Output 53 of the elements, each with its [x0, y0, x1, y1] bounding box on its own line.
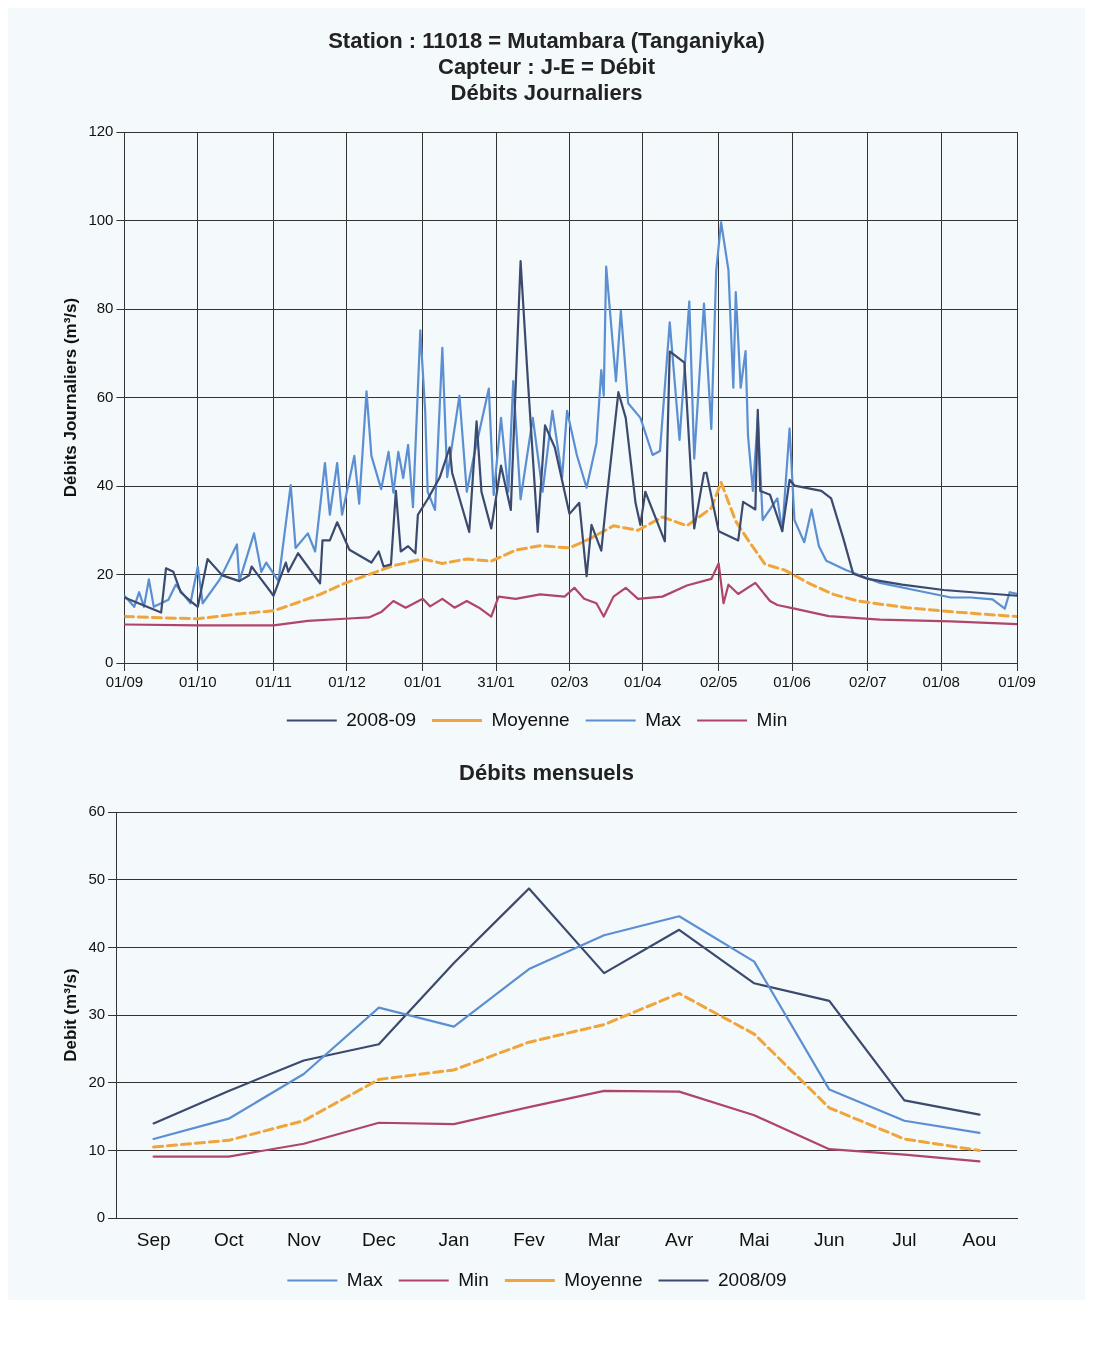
- x-tick-label: 02/03: [550, 673, 588, 691]
- y-tick-label: 100: [87, 210, 113, 228]
- y-tick-label: 20: [87, 1072, 105, 1090]
- x-tick-label: Sep: [136, 1228, 171, 1250]
- x-tick-label: Nov: [286, 1228, 321, 1250]
- chart-title: Débits mensuels: [458, 760, 635, 786]
- legend-label: Max: [346, 1268, 383, 1290]
- y-tick-label: 20: [96, 564, 113, 582]
- x-tick-label: Oct: [213, 1228, 244, 1250]
- y-tick-label: 60: [96, 387, 113, 405]
- x-tick-label: Dec: [361, 1228, 396, 1250]
- y-tick-label: 0: [96, 1208, 105, 1226]
- x-tick-label: Fev: [512, 1228, 545, 1250]
- legend-label: Moyenne: [563, 1268, 643, 1290]
- x-tick-label: Avr: [664, 1228, 694, 1250]
- x-tick-label: 01/08: [921, 673, 960, 691]
- y-tick-label: 80: [96, 299, 113, 317]
- y-tick-label: 120: [87, 122, 113, 140]
- legend-label: 2008/09: [717, 1268, 787, 1290]
- x-tick-label: 01/11: [254, 673, 292, 691]
- x-tick-label: 01/04: [623, 673, 662, 691]
- line-series: [151, 991, 981, 1152]
- legend-label: 2008-09: [345, 708, 416, 730]
- chart-title: Station : 11018 = Mutambara (Tanganiyka): [327, 28, 766, 54]
- y-tick-label: 40: [96, 476, 113, 494]
- x-tick-label: 31/01: [476, 673, 515, 691]
- x-tick-label: Aou: [962, 1228, 996, 1250]
- x-tick-label: 02/07: [848, 673, 887, 691]
- x-tick-label: 01/09: [997, 673, 1036, 691]
- y-axis-title: Debit (m³/s): [60, 968, 80, 1062]
- x-tick-label: Jun: [813, 1228, 845, 1250]
- y-tick-label: 0: [104, 653, 113, 671]
- x-tick-label: 01/10: [178, 673, 217, 691]
- legend-label: Moyenne: [491, 708, 570, 730]
- x-tick-label: 01/12: [327, 673, 366, 691]
- y-axis-title: Débits Journaliers (m³/s): [60, 297, 80, 498]
- y-tick-label: 50: [87, 869, 105, 887]
- legend-label: Max: [644, 708, 682, 730]
- x-tick-label: 01/09: [105, 673, 143, 691]
- chart-subtitle: Capteur : J-E = Débit Débits Journaliers: [437, 54, 656, 106]
- x-tick-label: Jan: [438, 1228, 469, 1250]
- x-tick-label: Mar: [587, 1228, 621, 1250]
- x-tick-label: 01/06: [772, 673, 811, 691]
- y-tick-label: 10: [87, 1140, 105, 1158]
- y-tick-label: 40: [87, 937, 105, 955]
- y-tick-label: 30: [87, 1005, 105, 1023]
- x-tick-label: 01/01: [403, 673, 442, 691]
- x-tick-label: 02/05: [699, 673, 737, 691]
- legend-label: Min: [457, 1268, 489, 1290]
- x-tick-label: Mai: [738, 1228, 770, 1250]
- y-tick-label: 60: [87, 802, 105, 820]
- legend-label: Min: [756, 708, 787, 730]
- x-tick-label: Jul: [891, 1228, 917, 1250]
